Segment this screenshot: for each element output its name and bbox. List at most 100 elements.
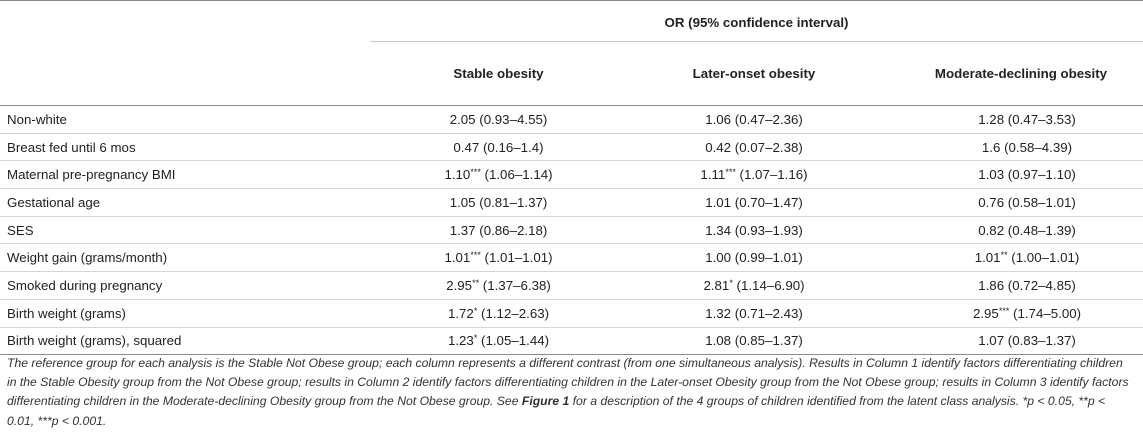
confidence-interval: (1.37–6.38) <box>479 277 551 293</box>
row-label: Smoked during pregnancy <box>0 271 370 300</box>
figure-reference: Figure 1 <box>521 394 570 409</box>
significance-marker: * <box>473 305 478 316</box>
cell-c2: 1.01 (0.70–1.47) <box>627 188 881 217</box>
odds-ratio: 0.76 <box>978 194 1005 210</box>
confidence-interval: (1.07–1.16) <box>735 167 808 183</box>
table-row: Birth weight (grams), squared 1.23* (1.05… <box>0 327 1143 356</box>
confidence-interval: (0.97–1.10) <box>1004 167 1076 183</box>
odds-ratio: 1.06 <box>705 111 732 127</box>
odds-ratio: 2.95 <box>446 277 473 293</box>
cell-c3: 1.03 (0.97–1.10) <box>881 160 1143 190</box>
odds-ratio: 2.05 <box>449 111 476 127</box>
table-row: Birth weight (grams) 1.72* (1.12–2.63) 1.3… <box>0 299 1143 328</box>
confidence-interval: (0.47–3.53) <box>1004 111 1076 127</box>
odds-ratio: 1.05 <box>449 194 476 210</box>
confidence-interval: (1.00–1.01) <box>1007 250 1080 266</box>
odds-ratio: 1.32 <box>705 305 732 321</box>
odds-ratio: 1.72 <box>447 305 474 321</box>
odds-ratio: 2.95 <box>972 305 999 321</box>
cell-c2: 1.08 (0.85–1.37) <box>627 327 881 356</box>
header-spacer <box>0 0 370 42</box>
confidence-interval: (0.16–1.4) <box>479 139 544 155</box>
confidence-interval: (0.71–2.43) <box>731 305 803 321</box>
row-label: Breast fed until 6 mos <box>0 133 370 162</box>
cell-c3: 2.95*** (1.74–5.00) <box>881 299 1143 328</box>
odds-ratio: 1.00 <box>705 250 732 266</box>
row-label: Birth weight (grams) <box>0 299 370 328</box>
confidence-interval: (0.58–1.01) <box>1004 194 1076 210</box>
row-label: SES <box>0 216 370 245</box>
odds-ratio: 1.28 <box>978 111 1005 127</box>
odds-ratio-table: OR (95% confidence interval) Stable obes… <box>0 0 1143 356</box>
cell-c1: 2.05 (0.93–4.55) <box>370 105 627 134</box>
confidence-interval: (0.70–1.47) <box>731 194 803 210</box>
odds-ratio: 1.03 <box>978 167 1005 183</box>
odds-ratio: 1.37 <box>449 222 476 238</box>
odds-ratio: 1.08 <box>705 333 732 349</box>
odds-ratio: 1.6 <box>981 139 1001 155</box>
table-row: Maternal pre-pregnancy BMI 1.10*** (1.06–… <box>0 160 1143 190</box>
cell-c1: 1.37 (0.86–2.18) <box>370 216 627 245</box>
confidence-interval: (0.48–1.39) <box>1004 222 1076 238</box>
odds-ratio: 0.82 <box>978 222 1005 238</box>
odds-ratio: 1.10 <box>444 167 471 183</box>
odds-ratio: 1.23 <box>447 333 474 349</box>
footnote-text-1: The reference group for each analysis is… <box>7 356 1129 409</box>
confidence-interval: (0.47–2.36) <box>731 111 803 127</box>
cell-c1: 1.23* (1.05–1.44) <box>370 327 627 356</box>
odds-ratio: 1.01 <box>974 250 1001 266</box>
cell-c1: 1.10*** (1.06–1.14) <box>370 160 627 190</box>
row-label: Birth weight (grams), squared <box>0 327 370 356</box>
cell-c1: 1.01*** (1.01–1.01) <box>370 243 627 273</box>
row-label: Gestational age <box>0 188 370 217</box>
confidence-interval: (0.93–4.55) <box>475 111 548 127</box>
cell-c3: 0.82 (0.48–1.39) <box>881 216 1143 245</box>
cell-c2: 1.32 (0.71–2.43) <box>627 299 881 328</box>
cell-c1: 1.05 (0.81–1.37) <box>370 188 627 217</box>
cell-c2: 1.00 (0.99–1.01) <box>627 243 881 273</box>
odds-ratio: 1.11 <box>700 167 726 183</box>
cell-c3: 1.28 (0.47–3.53) <box>881 105 1143 134</box>
confidence-interval: (1.01–1.01) <box>480 250 553 266</box>
table-header: OR (95% confidence interval) Stable obes… <box>0 0 1143 106</box>
confidence-interval: (0.81–1.37) <box>475 194 548 210</box>
odds-ratio: 1.01 <box>705 194 732 210</box>
table-row: Gestational age 1.05 (0.81–1.37) 1.01 (0.7… <box>0 188 1143 217</box>
odds-ratio: 0.42 <box>705 139 732 155</box>
cell-c2: 0.42 (0.07–2.38) <box>627 133 881 162</box>
significance-marker: *** <box>470 167 481 178</box>
confidence-interval: (1.06–1.14) <box>480 167 553 183</box>
table-row: Non-white 2.05 (0.93–4.55) 1.06 (0.47–2.36… <box>0 105 1143 134</box>
table-row: Breast fed until 6 mos 0.47 (0.16–1.4) 0.4… <box>0 133 1143 162</box>
confidence-interval: (0.86–2.18) <box>475 222 548 238</box>
table-row: Smoked during pregnancy 2.95** (1.37–6.38… <box>0 271 1143 300</box>
column-header-later-onset-obesity: Later-onset obesity <box>627 41 881 106</box>
cell-c3: 1.86 (0.72–4.85) <box>881 271 1143 300</box>
cell-c2: 1.06 (0.47–2.36) <box>627 105 881 134</box>
significance-marker: ** <box>1000 250 1008 261</box>
table-footnote: The reference group for each analysis is… <box>7 354 1135 431</box>
significance-marker: * <box>473 333 478 344</box>
confidence-interval: (1.12–2.63) <box>477 305 550 321</box>
cell-c1: 1.72* (1.12–2.63) <box>370 299 627 328</box>
cell-c3: 1.07 (0.83–1.37) <box>881 327 1143 356</box>
odds-ratio: 1.07 <box>978 333 1005 349</box>
cell-c2: 1.34 (0.93–1.93) <box>627 216 881 245</box>
significance-marker: * <box>729 277 733 288</box>
confidence-interval: (0.99–1.01) <box>731 250 803 266</box>
confidence-interval: (0.83–1.37) <box>1004 333 1076 349</box>
significance-marker: *** <box>725 167 736 178</box>
confidence-interval: (0.58–4.39) <box>1000 139 1073 155</box>
odds-ratio: 1.34 <box>705 222 732 238</box>
group-header-cell: OR (95% confidence interval) <box>370 0 1143 42</box>
cell-c3: 1.6 (0.58–4.39) <box>881 133 1143 162</box>
significance-marker: *** <box>470 250 481 261</box>
row-label: Weight gain (grams/month) <box>0 243 370 273</box>
confidence-interval: (0.72–4.85) <box>1004 277 1076 293</box>
significance-marker: *** <box>998 305 1010 316</box>
cell-c3: 0.76 (0.58–1.01) <box>881 188 1143 217</box>
column-header-blank <box>0 41 370 106</box>
cell-c1: 2.95** (1.37–6.38) <box>370 271 627 300</box>
group-title: OR (95% confidence interval) <box>664 14 849 30</box>
